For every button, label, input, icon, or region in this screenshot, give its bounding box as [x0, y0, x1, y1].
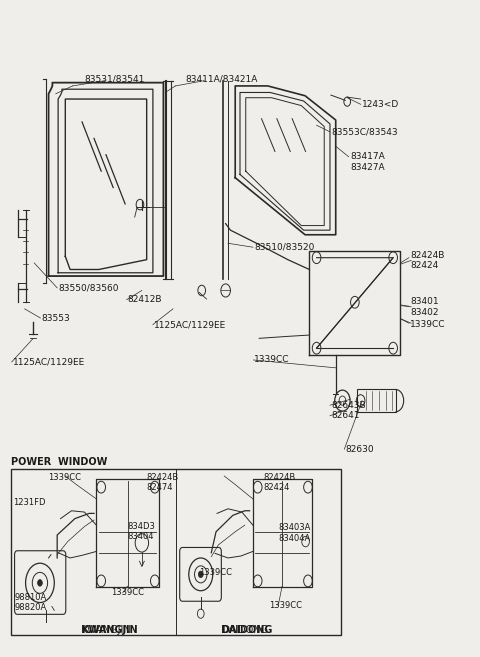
Text: 83417A: 83417A	[350, 152, 385, 161]
Text: KWANGJIN: KWANGJIN	[81, 625, 138, 635]
Text: 98820A: 98820A	[14, 603, 47, 612]
Text: 1243<D: 1243<D	[362, 100, 399, 109]
Bar	[357, 390, 396, 412]
Text: 1125AC/1129EE: 1125AC/1129EE	[154, 320, 226, 329]
Text: 83403A: 83403A	[278, 524, 311, 532]
Text: 83550/83560: 83550/83560	[58, 283, 119, 292]
Text: 1231FD: 1231FD	[12, 499, 45, 507]
Text: 1339CC: 1339CC	[111, 588, 144, 597]
Text: 83404: 83404	[128, 532, 154, 541]
Text: 83401: 83401	[410, 297, 439, 306]
Text: 83553: 83553	[41, 313, 70, 323]
Text: 1339CC: 1339CC	[199, 568, 232, 577]
Text: 82630: 82630	[345, 445, 374, 453]
Text: 82412B: 82412B	[128, 295, 162, 304]
Text: POWER  WINDOW: POWER WINDOW	[11, 457, 108, 467]
Text: 82424B: 82424B	[147, 474, 179, 482]
Text: DAIDONG: DAIDONG	[221, 625, 272, 635]
Text: 83427A: 83427A	[350, 164, 384, 172]
Text: 1339CC: 1339CC	[269, 600, 302, 610]
Text: 83402: 83402	[410, 308, 438, 317]
Text: 83553C/83543: 83553C/83543	[331, 127, 397, 136]
Text: 82424B: 82424B	[410, 250, 444, 260]
Text: 82424: 82424	[410, 261, 438, 270]
Text: 1339CC: 1339CC	[410, 320, 445, 329]
Text: 82474: 82474	[147, 484, 173, 492]
Text: 98810A: 98810A	[14, 593, 47, 602]
Text: 83510/83520: 83510/83520	[254, 242, 315, 252]
Bar	[11, 470, 340, 635]
Text: 82424B: 82424B	[263, 474, 295, 482]
Circle shape	[198, 571, 203, 578]
Text: 83404A: 83404A	[278, 533, 311, 543]
Text: 834D3: 834D3	[128, 522, 156, 531]
Text: 1339CC: 1339CC	[48, 474, 82, 482]
Circle shape	[37, 579, 42, 586]
Text: 83531/83541: 83531/83541	[84, 75, 145, 84]
Text: KWANGJIN: KWANGJIN	[81, 625, 131, 635]
Text: 1339CC: 1339CC	[254, 355, 290, 365]
Text: 82643B: 82643B	[331, 401, 366, 410]
Text: DAIDONG: DAIDONG	[221, 625, 268, 635]
Text: 82641: 82641	[331, 411, 360, 420]
Text: 1125AC/1129EE: 1125AC/1129EE	[12, 357, 85, 367]
Text: 82424: 82424	[263, 484, 289, 492]
Text: 83411A/83421A: 83411A/83421A	[185, 75, 257, 84]
